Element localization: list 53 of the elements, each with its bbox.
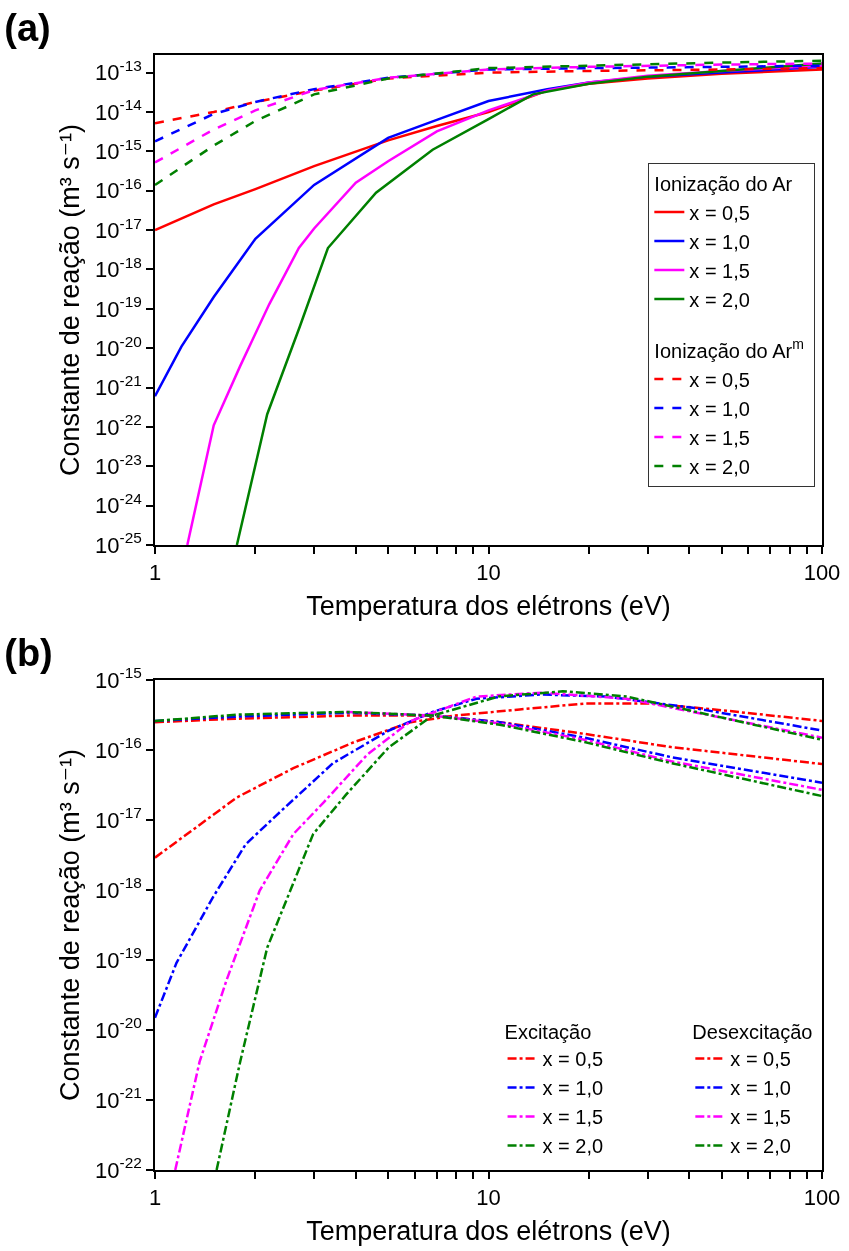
legend-label: x = 2,0 xyxy=(730,1135,791,1158)
legend-label: x = 2,0 xyxy=(689,288,750,311)
y-tick-label: 10$^{-18}$ xyxy=(95,874,142,903)
text: Desexcitação xyxy=(692,1021,813,1044)
y-tick-label: 10$^{-23}$ xyxy=(95,450,142,479)
y-tick-label: 10$^{-16}$ xyxy=(95,734,142,763)
legend-label: x = 1,5 xyxy=(542,1106,604,1129)
y-tick-label: 10$^{-16}$ xyxy=(95,175,142,204)
text: Excitação xyxy=(504,1021,592,1044)
legend-label: x = 1,0 xyxy=(689,230,750,253)
legend-label: x = 2,0 xyxy=(689,455,750,478)
legend-label: x = 1,0 xyxy=(689,397,750,420)
x-axis-title: Temperatura dos elétrons (eV) xyxy=(306,591,671,622)
x-tick-label: 100 xyxy=(803,560,841,586)
y-tick-label: 10$^{-20}$ xyxy=(95,332,142,361)
y-tick-label: 10$^{-22}$ xyxy=(95,411,142,440)
y-tick-label: 10$^{-21}$ xyxy=(95,1084,142,1113)
y-tick-label: 10$^{-14}$ xyxy=(95,96,143,125)
y-tick-label: 10$^{-25}$ xyxy=(95,529,142,558)
legend-label: x = 1,0 xyxy=(542,1077,604,1100)
chart-title: (b) xyxy=(4,632,53,675)
y-tick-label: 10$^{-15}$ xyxy=(95,664,142,693)
y-tick-label: 10$^{-13}$ xyxy=(95,57,142,86)
legend-label: x = 0,5 xyxy=(689,368,750,391)
legend-label: x = 1,5 xyxy=(730,1106,791,1129)
y-tick-label: 10$^{-19}$ xyxy=(95,293,142,322)
y-axis-title: Constante de reação (m³ s⁻¹) xyxy=(54,749,85,1101)
y-tick-label: 10$^{-18}$ xyxy=(95,253,142,283)
legend-label: x = 1,5 xyxy=(689,259,750,282)
y-tick-label: 10$^{-24}$ xyxy=(95,490,143,519)
x-tick-label: 10 xyxy=(476,1185,501,1211)
x-tick-label: 1 xyxy=(148,560,162,586)
x-tick-label: 10 xyxy=(476,560,501,586)
x-tick-label: 100 xyxy=(803,1185,841,1211)
y-axis-title: Constante de reação (m³ s⁻¹) xyxy=(54,124,85,476)
legend-label: x = 0,5 xyxy=(542,1048,604,1071)
x-tick-label: 1 xyxy=(148,1185,162,1211)
text: Ionização do Ar xyxy=(654,172,793,195)
text: Ionização do Ar$^{m}$ xyxy=(654,336,804,362)
y-tick-label: 10$^{-17}$ xyxy=(95,214,142,243)
y-tick-label: 10$^{-19}$ xyxy=(95,944,142,973)
y-tick-label: 10$^{-17}$ xyxy=(95,804,142,833)
y-tick-label: 10$^{-20}$ xyxy=(95,1014,142,1043)
y-tick-label: 10$^{-15}$ xyxy=(95,135,142,165)
legend-label: x = 0,5 xyxy=(689,201,750,224)
y-tick-label: 10$^{-21}$ xyxy=(95,371,142,401)
y-tick-label: 10$^{-22}$ xyxy=(95,1154,142,1183)
legend-label: x = 1,5 xyxy=(689,426,750,449)
legend-label: x = 2,0 xyxy=(542,1135,604,1158)
x-axis-title: Temperatura dos elétrons (eV) xyxy=(306,1216,671,1247)
legend-label: x = 1,0 xyxy=(730,1077,791,1100)
chart-title: (a) xyxy=(4,7,51,50)
legend-label: x = 0,5 xyxy=(730,1048,791,1071)
